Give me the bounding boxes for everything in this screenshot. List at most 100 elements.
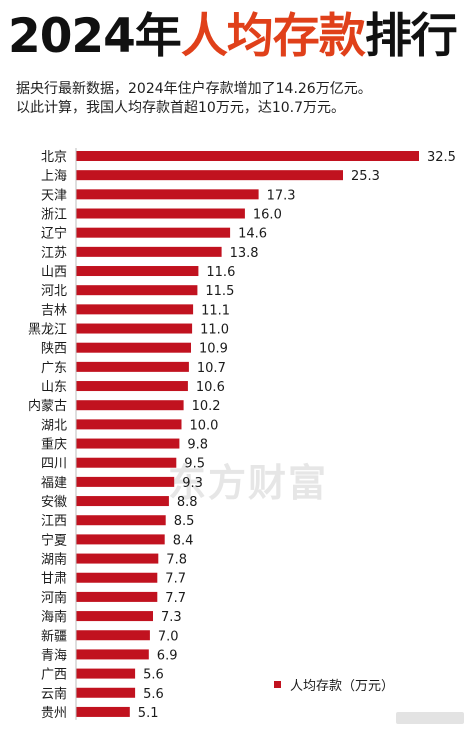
category-label: 青海 (41, 648, 67, 663)
bar (76, 361, 189, 372)
bar (76, 323, 193, 334)
bar (76, 591, 158, 602)
category-label: 江苏 (41, 245, 67, 261)
value-label: 10.6 (196, 380, 225, 395)
category-label: 陕西 (41, 342, 67, 357)
value-label: 17.3 (267, 188, 296, 203)
value-label: 9.5 (184, 457, 205, 472)
bar (76, 304, 194, 315)
category-label: 江西 (41, 514, 67, 529)
category-label: 内蒙古 (28, 398, 67, 414)
category-label: 广东 (41, 361, 67, 376)
bar (76, 285, 198, 296)
category-label: 山西 (41, 265, 67, 280)
value-label: 10.9 (199, 342, 228, 357)
category-label: 吉林 (41, 303, 67, 318)
value-label: 25.3 (351, 169, 380, 184)
category-label: 海南 (41, 609, 67, 625)
value-label: 7.0 (158, 629, 179, 644)
bar (76, 706, 130, 717)
category-label: 重庆 (41, 437, 67, 453)
value-label: 10.7 (197, 361, 226, 376)
category-label: 浙江 (41, 208, 67, 223)
bar (76, 246, 222, 257)
value-label: 10.2 (192, 399, 221, 414)
bar (76, 151, 419, 161)
chart-subtitle: 据央行最新数据，2024年住户存款增加了14.26万亿元。 以此计算，我国人均存… (16, 80, 468, 118)
category-label: 天津 (41, 188, 67, 203)
title-suffix: 排行 (364, 9, 458, 64)
bar (76, 419, 182, 430)
category-label: 辽宁 (41, 226, 67, 242)
bar (76, 553, 159, 564)
bar (76, 457, 177, 468)
bar (76, 476, 175, 487)
category-label: 山东 (41, 380, 67, 395)
value-label: 11.0 (200, 323, 229, 338)
category-label: 安徽 (41, 495, 67, 510)
category-label: 黑龙江 (28, 323, 67, 338)
value-label: 5.6 (143, 687, 164, 702)
category-label: 河北 (41, 284, 67, 299)
category-label: 广西 (41, 668, 67, 683)
bar (76, 400, 184, 411)
category-label: 贵州 (41, 706, 67, 721)
bar (76, 227, 231, 238)
subtitle-line-2: 以此计算，我国人均存款首超10万元，达10.7万元。 (16, 100, 345, 116)
category-label: 云南 (41, 686, 67, 702)
bar (76, 630, 150, 641)
bar (76, 189, 259, 200)
category-label: 四川 (41, 457, 67, 472)
value-label: 5.1 (138, 706, 159, 721)
value-label: 11.6 (206, 265, 235, 280)
bar (76, 668, 136, 679)
value-label: 16.0 (253, 208, 282, 223)
bar (76, 534, 165, 545)
value-label: 14.6 (238, 227, 267, 242)
bar (76, 381, 188, 392)
category-label: 宁夏 (41, 532, 67, 548)
title-year: 2024年 (8, 9, 182, 64)
source-logo-icon (396, 712, 464, 724)
value-label: 8.4 (173, 533, 194, 548)
value-label: 11.5 (205, 284, 234, 299)
chart-title: 2024年人均存款排行 (8, 6, 468, 68)
value-label: 7.8 (166, 553, 187, 568)
category-label: 福建 (41, 476, 67, 491)
subtitle-line-1: 据央行最新数据，2024年住户存款增加了14.26万亿元。 (16, 81, 372, 97)
bar (76, 208, 245, 219)
bar (76, 438, 180, 449)
category-label: 北京 (41, 150, 67, 165)
legend-label: 人均存款（万元） (290, 678, 395, 694)
bar (76, 170, 343, 181)
value-label: 8.5 (174, 514, 195, 529)
bar (76, 496, 169, 507)
title-highlight: 人均存款 (180, 9, 366, 64)
category-label: 湖北 (41, 418, 67, 433)
bar (76, 266, 199, 277)
bar (76, 611, 153, 622)
value-label: 9.3 (182, 476, 203, 491)
bar (76, 342, 191, 353)
bar (76, 572, 158, 583)
value-label: 11.1 (201, 303, 230, 318)
value-label: 10.0 (190, 418, 219, 433)
chart-legend: 人均存款（万元） (274, 675, 395, 694)
bar (76, 649, 149, 660)
bar-chart: 北京 32.5 上海 25.3 天津 17.3 浙江 16.0 辽宁 14.6 江苏 13.8 山西 11… (28, 148, 456, 721)
value-label: 8.8 (177, 495, 198, 510)
value-label: 5.6 (143, 668, 164, 683)
value-label: 7.7 (165, 572, 186, 587)
category-label: 甘肃 (41, 572, 67, 587)
value-label: 13.8 (230, 246, 259, 261)
bar (76, 515, 166, 526)
watermark: 东方财富 (168, 461, 329, 505)
value-label: 32.5 (427, 150, 456, 165)
category-label: 湖南 (41, 552, 67, 568)
value-label: 9.8 (187, 438, 208, 453)
category-label: 上海 (41, 169, 67, 184)
value-label: 7.7 (165, 591, 186, 606)
value-label: 6.9 (157, 648, 178, 663)
category-label: 河南 (41, 590, 67, 606)
value-label: 7.3 (161, 610, 182, 625)
